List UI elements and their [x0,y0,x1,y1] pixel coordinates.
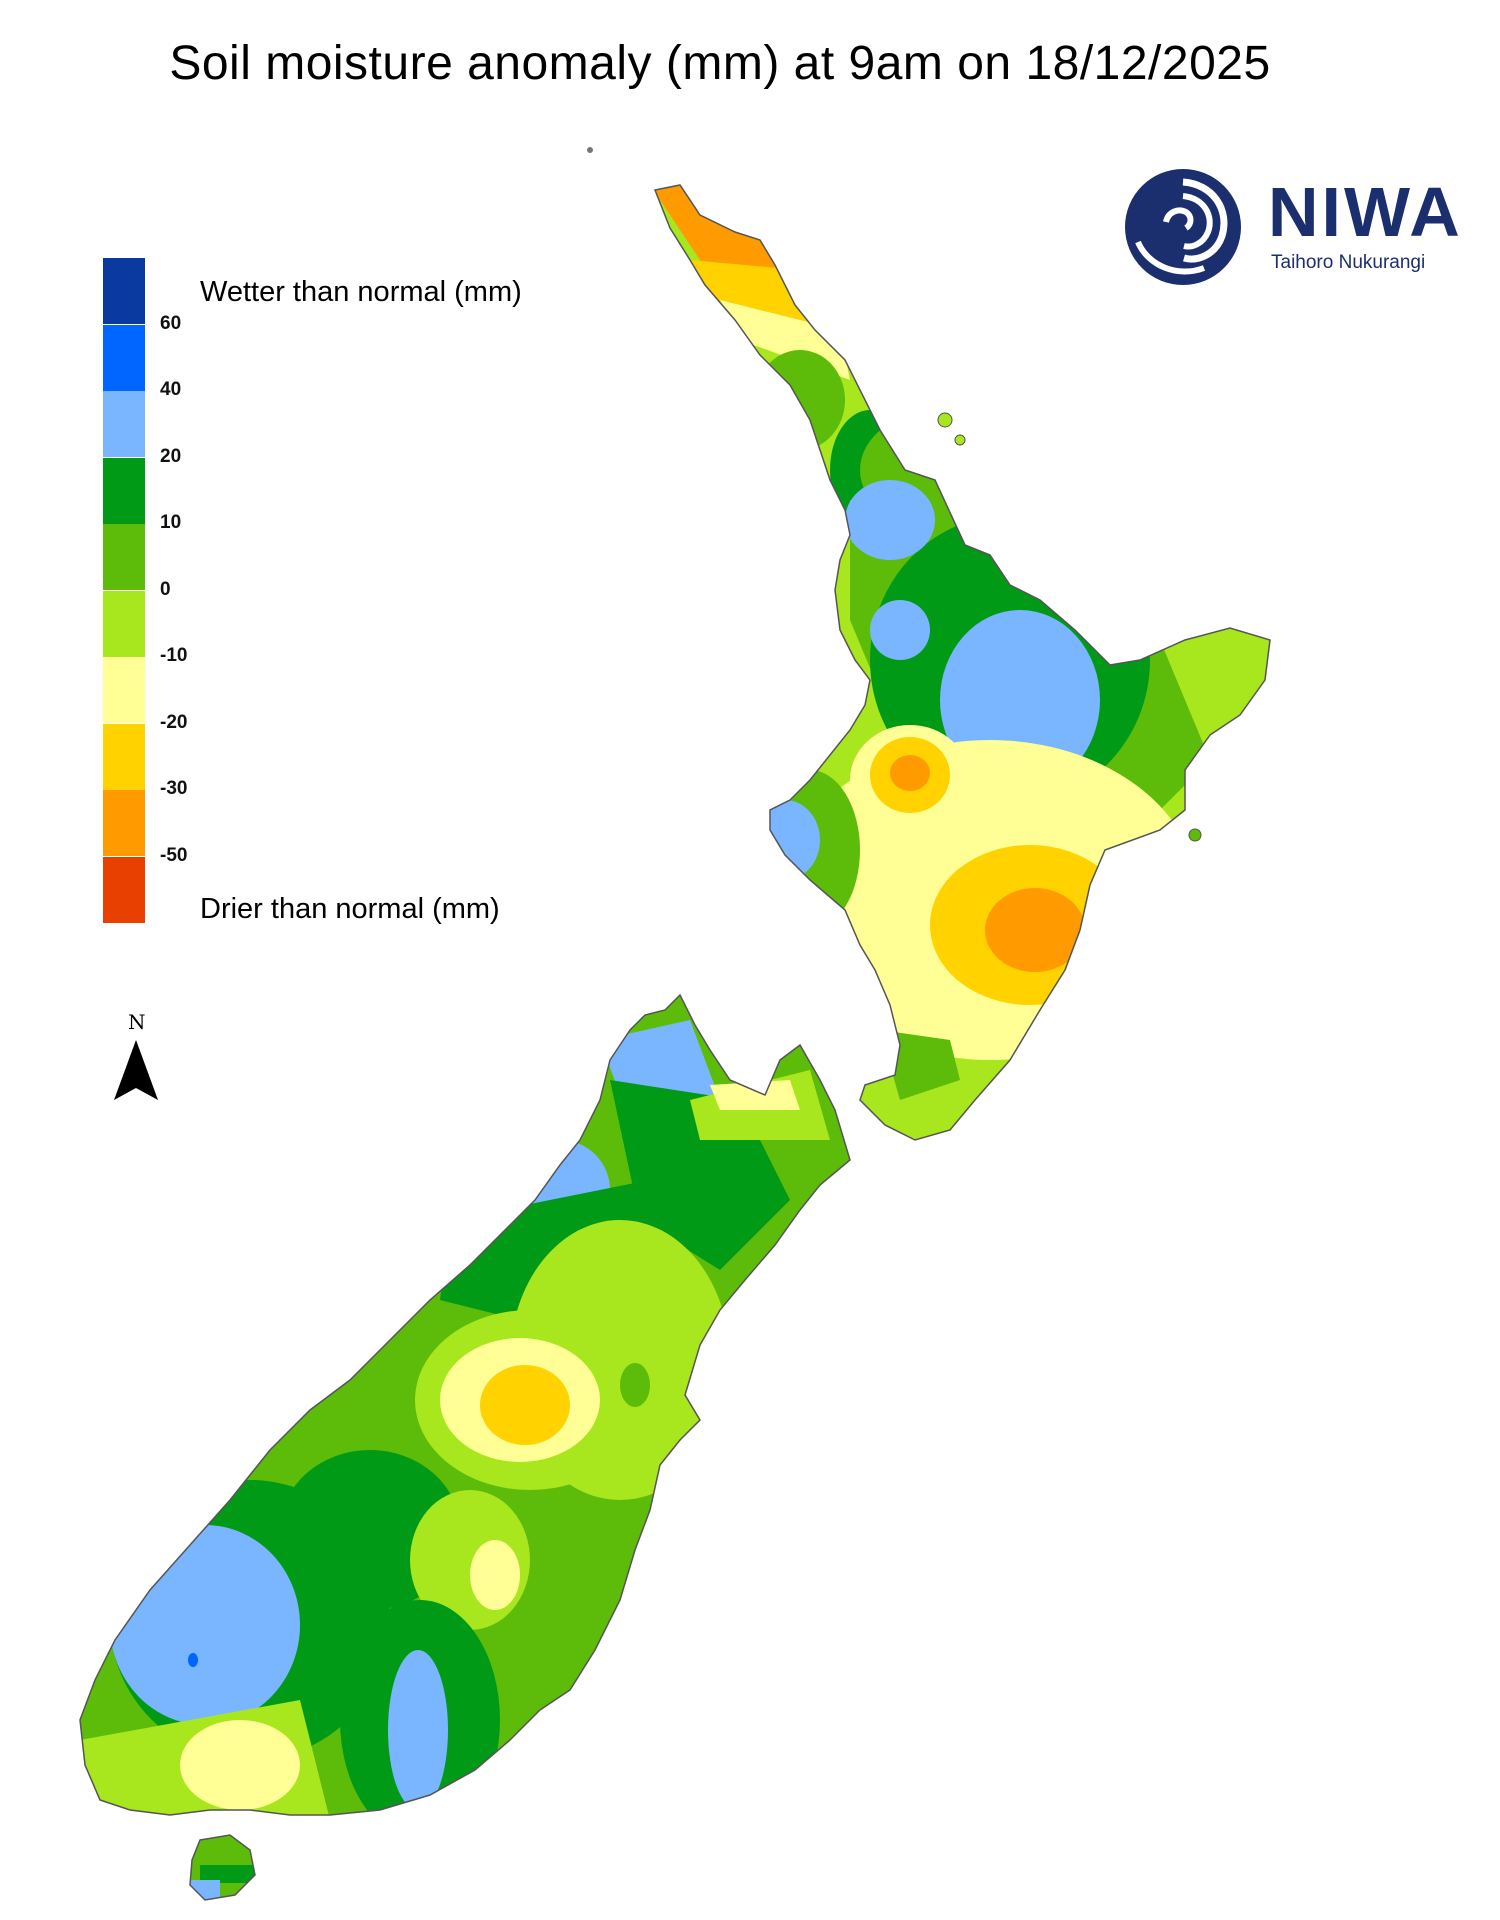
legend-swatch [103,258,145,324]
north-island [655,185,1270,1140]
legend-swatch [103,457,145,524]
legend-swatch [103,790,145,856]
map-title: Soil moisture anomaly (mm) at 9am on 18/… [169,37,1271,90]
legend: 60 40 20 10 0 -10 -20 -30 -50 Wetter than normal… [0,0,600,1000]
legend-wetter-label: Wetter than normal (mm) [200,276,522,308]
legend-swatch [103,524,145,590]
legend-tick-label: 60 [160,312,182,334]
legend-tick-label: 20 [160,445,182,467]
legend-tick-label: -10 [160,645,188,666]
legend-swatch [103,324,145,391]
niwa-logo-subtitle: Taihoro Nukurangi [1271,252,1426,273]
niwa-swirl-icon [1125,169,1241,285]
niwa-logo: NIWA Taihoro Nukurangi [1118,162,1478,292]
legend-tick-label: -50 [160,844,188,866]
legend-tick-label: -30 [160,778,188,799]
legend-tick-label: 40 [160,379,182,400]
north-arrow-icon [114,1040,158,1100]
niwa-logo-wordmark: NIWA [1268,173,1463,251]
legend-swatch [103,590,145,657]
legend-drier-label: Drier than normal (mm) [200,893,500,925]
legend-swatch [103,391,145,457]
legend-tick-label: 10 [160,512,182,533]
legend-swatch [103,723,145,790]
legend-swatch [103,657,145,723]
south-island [80,995,850,1815]
north-label: N [128,1010,146,1034]
legend-tick-label: 0 [160,578,171,600]
stewart-island [190,1835,255,1900]
legend-swatch [103,856,145,923]
legend-tick-label: -20 [160,711,188,733]
